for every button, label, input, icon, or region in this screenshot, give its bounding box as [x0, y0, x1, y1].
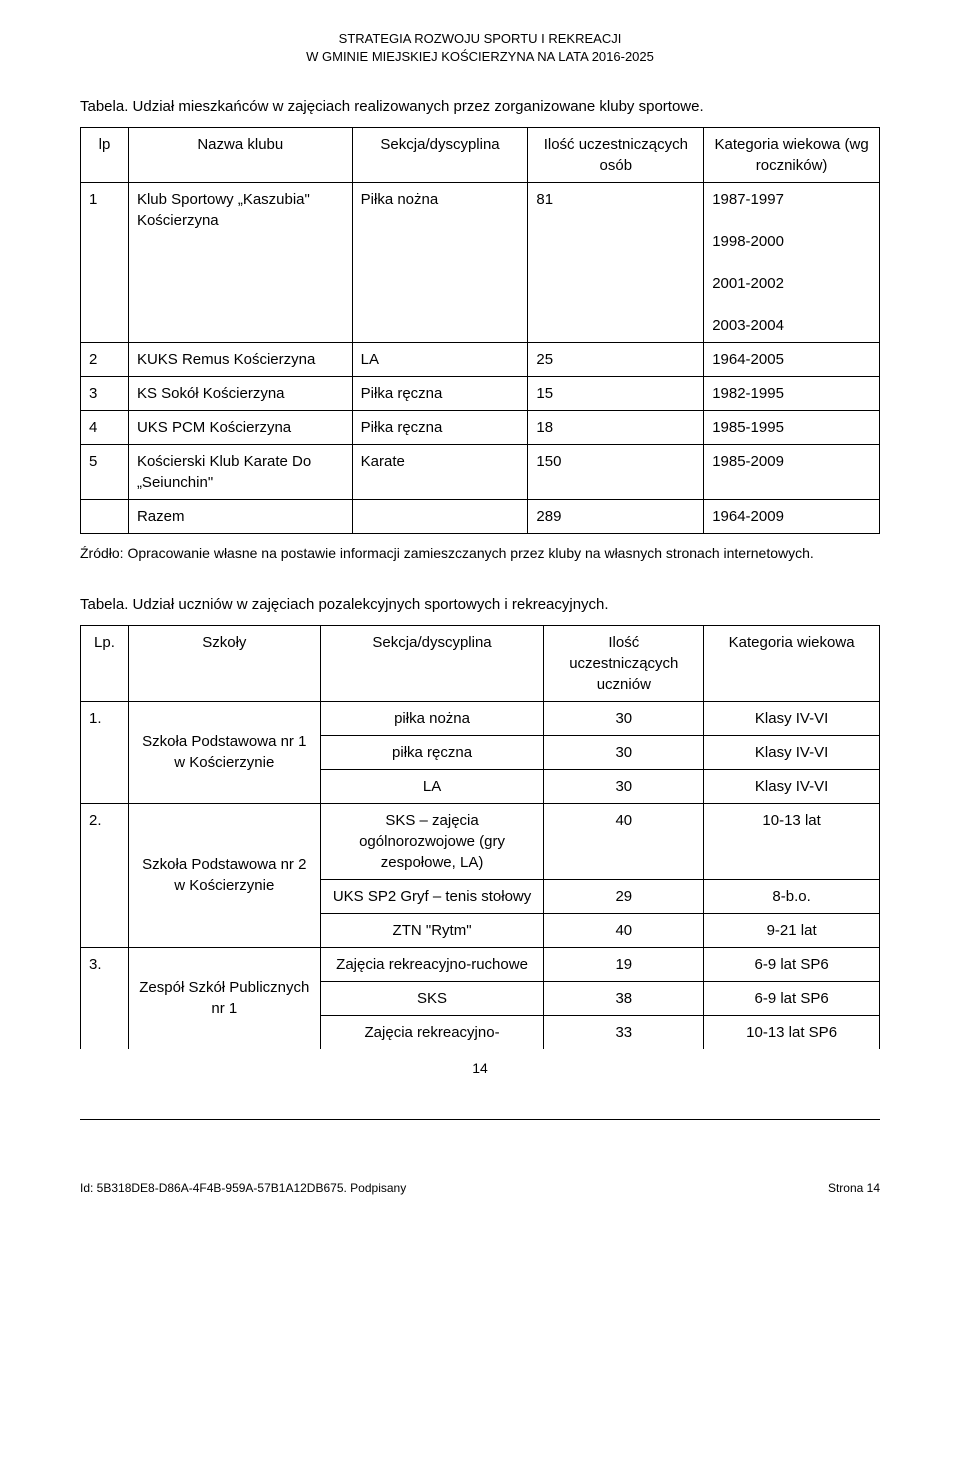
- cell-kategoria: 9-21 lat: [704, 913, 880, 947]
- table1-th-kategoria: Kategoria wiekowa (wg roczników): [704, 128, 880, 183]
- cell-nazwa: KS Sokół Kościerzyna: [128, 377, 352, 411]
- cell-lp: 3.: [81, 947, 129, 1049]
- table-row: 2 KUKS Remus Kościerzyna LA 25 1964-2005: [81, 343, 880, 377]
- cell-nazwa: Klub Sportowy „Kaszubia" Kościerzyna: [128, 183, 352, 343]
- cell-total-label: Razem: [128, 500, 352, 534]
- cell-sekcja: piłka nożna: [320, 701, 544, 735]
- cell-sekcja: Zajęcia rekreacyjno-ruchowe: [320, 947, 544, 981]
- cell-ilosc: 40: [544, 913, 704, 947]
- table1-th-ilosc: Ilość uczestniczących osób: [528, 128, 704, 183]
- cell-lp: [81, 500, 129, 534]
- cell-sekcja: piłka ręczna: [320, 735, 544, 769]
- cell-ilosc: 15: [528, 377, 704, 411]
- table1: lp Nazwa klubu Sekcja/dyscyplina Ilość u…: [80, 127, 880, 534]
- cell-kategoria: 6-9 lat SP6: [704, 947, 880, 981]
- cell-ilosc: 19: [544, 947, 704, 981]
- cell-szkola: Zespół Szkół Publicznych nr 1: [128, 947, 320, 1049]
- table-row: 3. Zespół Szkół Publicznych nr 1 Zajęcia…: [81, 947, 880, 981]
- cell-lp: 3: [81, 377, 129, 411]
- cell-total-kategoria: 1964-2009: [704, 500, 880, 534]
- cell-sekcja: SKS – zajęcia ogólnorozwojowe (gry zespo…: [320, 803, 544, 879]
- table1-th-sekcja: Sekcja/dyscyplina: [352, 128, 528, 183]
- page-footer: Id: 5B318DE8-D86A-4F4B-959A-57B1A12DB675…: [80, 1180, 880, 1197]
- cell-ilosc: 30: [544, 735, 704, 769]
- cell-nazwa: KUKS Remus Kościerzyna: [128, 343, 352, 377]
- cell-kategoria: 1985-2009: [704, 445, 880, 500]
- header-line-2: W GMINIE MIEJSKIEJ KOŚCIERZYNA NA LATA 2…: [80, 48, 880, 66]
- footer-id: Id: 5B318DE8-D86A-4F4B-959A-57B1A12DB675…: [80, 1180, 406, 1197]
- table-row: 1. Szkoła Podstawowa nr 1 w Kościerzynie…: [81, 701, 880, 735]
- cell-ilosc: 29: [544, 879, 704, 913]
- cell-sekcja: UKS SP2 Gryf – tenis stołowy: [320, 879, 544, 913]
- cell-nazwa: Kościerski Klub Karate Do „Seiunchin": [128, 445, 352, 500]
- cell-lp: 1: [81, 183, 129, 343]
- cell-kategoria: Klasy IV-VI: [704, 735, 880, 769]
- cell-sekcja: LA: [320, 769, 544, 803]
- document-header: STRATEGIA ROZWOJU SPORTU I REKREACJI W G…: [80, 30, 880, 66]
- cell-sekcja: ZTN "Rytm": [320, 913, 544, 947]
- table1-th-nazwa: Nazwa klubu: [128, 128, 352, 183]
- cell-kategoria: 1987-1997 1998-2000 2001-2002 2003-2004: [704, 183, 880, 343]
- cell-sekcja: Piłka ręczna: [352, 411, 528, 445]
- cell-sekcja: Karate: [352, 445, 528, 500]
- cell-ilosc: 25: [528, 343, 704, 377]
- cell-sekcja: [352, 500, 528, 534]
- footer-divider: [80, 1119, 880, 1120]
- table1-header-row: lp Nazwa klubu Sekcja/dyscyplina Ilość u…: [81, 128, 880, 183]
- cell-sekcja: Piłka ręczna: [352, 377, 528, 411]
- table1-total-row: Razem 289 1964-2009: [81, 500, 880, 534]
- cell-ilosc: 38: [544, 981, 704, 1015]
- cell-ilosc: 150: [528, 445, 704, 500]
- cell-kategoria: 10-13 lat SP6: [704, 1015, 880, 1049]
- cell-kategoria: 10-13 lat: [704, 803, 880, 879]
- table1-source: Źródło: Opracowanie własne na postawie i…: [80, 544, 880, 564]
- cell-kategoria: 1985-1995: [704, 411, 880, 445]
- cell-ilosc: 18: [528, 411, 704, 445]
- table2-caption: Tabela. Udział uczniów w zajęciach pozal…: [80, 594, 880, 615]
- cell-ilosc: 30: [544, 701, 704, 735]
- cell-ilosc: 81: [528, 183, 704, 343]
- cell-total-ilosc: 289: [528, 500, 704, 534]
- table2-th-kategoria: Kategoria wiekowa: [704, 625, 880, 701]
- table2-header-row: Lp. Szkoły Sekcja/dyscyplina Ilość uczes…: [81, 625, 880, 701]
- table2: Lp. Szkoły Sekcja/dyscyplina Ilość uczes…: [80, 625, 880, 1049]
- cell-szkola: Szkoła Podstawowa nr 2 w Kościerzynie: [128, 803, 320, 947]
- cell-kategoria: 1982-1995: [704, 377, 880, 411]
- table1-th-lp: lp: [81, 128, 129, 183]
- cell-szkola: Szkoła Podstawowa nr 1 w Kościerzynie: [128, 701, 320, 803]
- cell-sekcja: Zajęcia rekreacyjno-: [320, 1015, 544, 1049]
- table1-caption: Tabela. Udział mieszkańców w zajęciach r…: [80, 96, 880, 117]
- cell-kategoria: Klasy IV-VI: [704, 701, 880, 735]
- cell-ilosc: 40: [544, 803, 704, 879]
- table2-th-sekcja: Sekcja/dyscyplina: [320, 625, 544, 701]
- cell-sekcja: Piłka nożna: [352, 183, 528, 343]
- table-row: 4 UKS PCM Kościerzyna Piłka ręczna 18 19…: [81, 411, 880, 445]
- table-row: 1 Klub Sportowy „Kaszubia" Kościerzyna P…: [81, 183, 880, 343]
- table2-th-lp: Lp.: [81, 625, 129, 701]
- header-line-1: STRATEGIA ROZWOJU SPORTU I REKREACJI: [80, 30, 880, 48]
- table-row: 2. Szkoła Podstawowa nr 2 w Kościerzynie…: [81, 803, 880, 879]
- cell-nazwa: UKS PCM Kościerzyna: [128, 411, 352, 445]
- page-number: 14: [80, 1059, 880, 1079]
- table2-th-szkoly: Szkoły: [128, 625, 320, 701]
- table2-th-ilosc: Ilość uczestniczących uczniów: [544, 625, 704, 701]
- cell-sekcja: LA: [352, 343, 528, 377]
- cell-kategoria: 1964-2005: [704, 343, 880, 377]
- table-row: 5 Kościerski Klub Karate Do „Seiunchin" …: [81, 445, 880, 500]
- cell-lp: 2.: [81, 803, 129, 947]
- cell-lp: 5: [81, 445, 129, 500]
- cell-kategoria: 8-b.o.: [704, 879, 880, 913]
- cell-sekcja: SKS: [320, 981, 544, 1015]
- cell-kategoria: 6-9 lat SP6: [704, 981, 880, 1015]
- cell-ilosc: 33: [544, 1015, 704, 1049]
- footer-page: Strona 14: [828, 1180, 880, 1197]
- table-row: 3 KS Sokół Kościerzyna Piłka ręczna 15 1…: [81, 377, 880, 411]
- cell-lp: 4: [81, 411, 129, 445]
- cell-lp: 2: [81, 343, 129, 377]
- cell-ilosc: 30: [544, 769, 704, 803]
- cell-lp: 1.: [81, 701, 129, 803]
- cell-kategoria: Klasy IV-VI: [704, 769, 880, 803]
